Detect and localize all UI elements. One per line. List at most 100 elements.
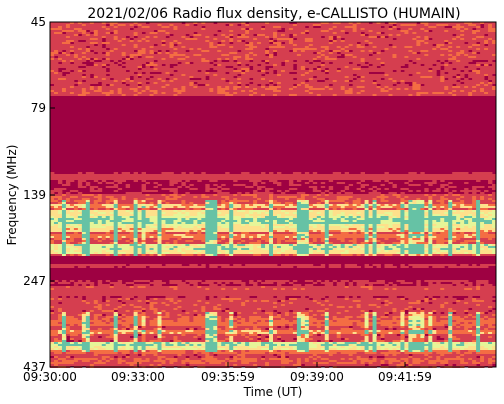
heatmap-cell	[217, 186, 222, 188]
heatmap-cell	[173, 94, 178, 96]
heatmap-cell	[109, 220, 123, 222]
heatmap-cell	[324, 220, 342, 222]
heatmap-cell	[241, 322, 254, 324]
heatmap-cell	[241, 240, 246, 242]
heatmap-cell	[308, 92, 314, 94]
heatmap-cell	[165, 72, 170, 74]
heatmap-cell	[432, 198, 441, 200]
heatmap-cell	[352, 50, 361, 52]
heatmap-cell	[432, 324, 445, 326]
heatmap-cell	[492, 194, 497, 196]
heatmap-cell	[197, 196, 202, 198]
heatmap-cell	[101, 252, 111, 254]
heatmap-cell	[288, 212, 294, 214]
heatmap-cell	[488, 34, 497, 36]
heatmap-cell	[61, 338, 67, 340]
heatmap-cell	[269, 52, 274, 54]
heatmap-cell	[292, 246, 314, 248]
heatmap-cell	[273, 338, 278, 340]
heatmap-cell	[237, 210, 246, 212]
heatmap-cell	[336, 26, 346, 28]
heatmap-cell	[360, 186, 365, 188]
heatmap-cell	[440, 306, 445, 308]
heatmap-cell	[324, 224, 330, 226]
heatmap-cell	[269, 324, 274, 326]
heatmap-cell	[432, 254, 441, 256]
heatmap-cell	[161, 40, 166, 42]
heatmap-cell	[73, 60, 87, 62]
heatmap-cell	[265, 50, 270, 52]
heatmap-cell	[292, 224, 298, 226]
heatmap-cell	[456, 222, 461, 224]
heatmap-cell	[50, 76, 83, 78]
heatmap-cell	[50, 192, 55, 194]
heatmap-cell	[50, 222, 55, 224]
heatmap-cell	[380, 318, 393, 320]
heatmap-cell	[117, 330, 135, 332]
heatmap-cell	[472, 316, 477, 318]
heatmap-cell	[89, 316, 95, 318]
heatmap-cell	[201, 232, 206, 234]
heatmap-cell	[193, 238, 206, 240]
heatmap-cell	[145, 38, 186, 40]
heatmap-cell	[276, 242, 282, 244]
heatmap-cell	[400, 338, 405, 340]
heatmap-cell	[284, 230, 290, 232]
heatmap-cell	[396, 238, 409, 240]
heatmap-cell	[65, 192, 71, 194]
heatmap-cell	[296, 180, 302, 182]
heatmap-cell	[181, 210, 186, 212]
heatmap-cell	[109, 282, 123, 284]
heatmap-cell	[368, 62, 381, 64]
heatmap-cell	[388, 244, 393, 246]
heatmap-cell	[460, 322, 465, 324]
heatmap-cell	[400, 298, 405, 300]
heatmap-cell	[133, 40, 139, 42]
heatmap-cell	[269, 248, 274, 250]
heatmap-cell	[280, 192, 286, 194]
heatmap-cell	[225, 36, 230, 38]
heatmap-cell	[217, 304, 222, 306]
heatmap-cell	[157, 248, 162, 250]
heatmap-cell	[125, 208, 131, 210]
heatmap-cell	[69, 72, 135, 74]
heatmap-cell	[480, 192, 485, 194]
heatmap-cell	[157, 242, 162, 244]
heatmap-cell	[288, 244, 294, 246]
heatmap-cell	[237, 220, 242, 222]
heatmap-cell	[428, 212, 433, 214]
heatmap-cell	[324, 56, 330, 58]
heatmap-cell	[173, 222, 178, 224]
heatmap-cell	[69, 24, 83, 26]
heatmap-cell	[480, 244, 485, 246]
heatmap-cell	[117, 238, 123, 240]
heatmap-cell	[117, 38, 123, 40]
heatmap-cell	[460, 196, 465, 198]
heatmap-cell	[300, 74, 306, 76]
heatmap-cell	[50, 232, 63, 234]
heatmap-cell	[328, 46, 338, 48]
heatmap-cell	[229, 222, 234, 224]
heatmap-cell	[472, 32, 477, 34]
heatmap-cell	[50, 42, 63, 44]
heatmap-cell	[141, 86, 146, 88]
heatmap-cell	[324, 204, 330, 206]
heatmap-cell	[368, 30, 373, 32]
heatmap-cell	[133, 94, 139, 96]
heatmap-cell	[360, 202, 365, 204]
heatmap-cell	[209, 44, 214, 46]
heatmap-cell	[141, 234, 146, 236]
heatmap-cell	[101, 60, 111, 62]
heatmap-cell	[73, 240, 83, 242]
heatmap-cell	[472, 236, 477, 238]
heatmap-cell	[225, 58, 230, 60]
heatmap-cell	[77, 70, 83, 72]
heatmap-cell	[101, 224, 107, 226]
heatmap-cell	[181, 36, 186, 38]
heatmap-cell	[344, 240, 350, 242]
heatmap-cell	[324, 62, 330, 64]
heatmap-cell	[149, 206, 154, 208]
heatmap-cell	[89, 190, 103, 192]
heatmap-cell	[205, 250, 218, 252]
heatmap-cell	[50, 236, 55, 238]
